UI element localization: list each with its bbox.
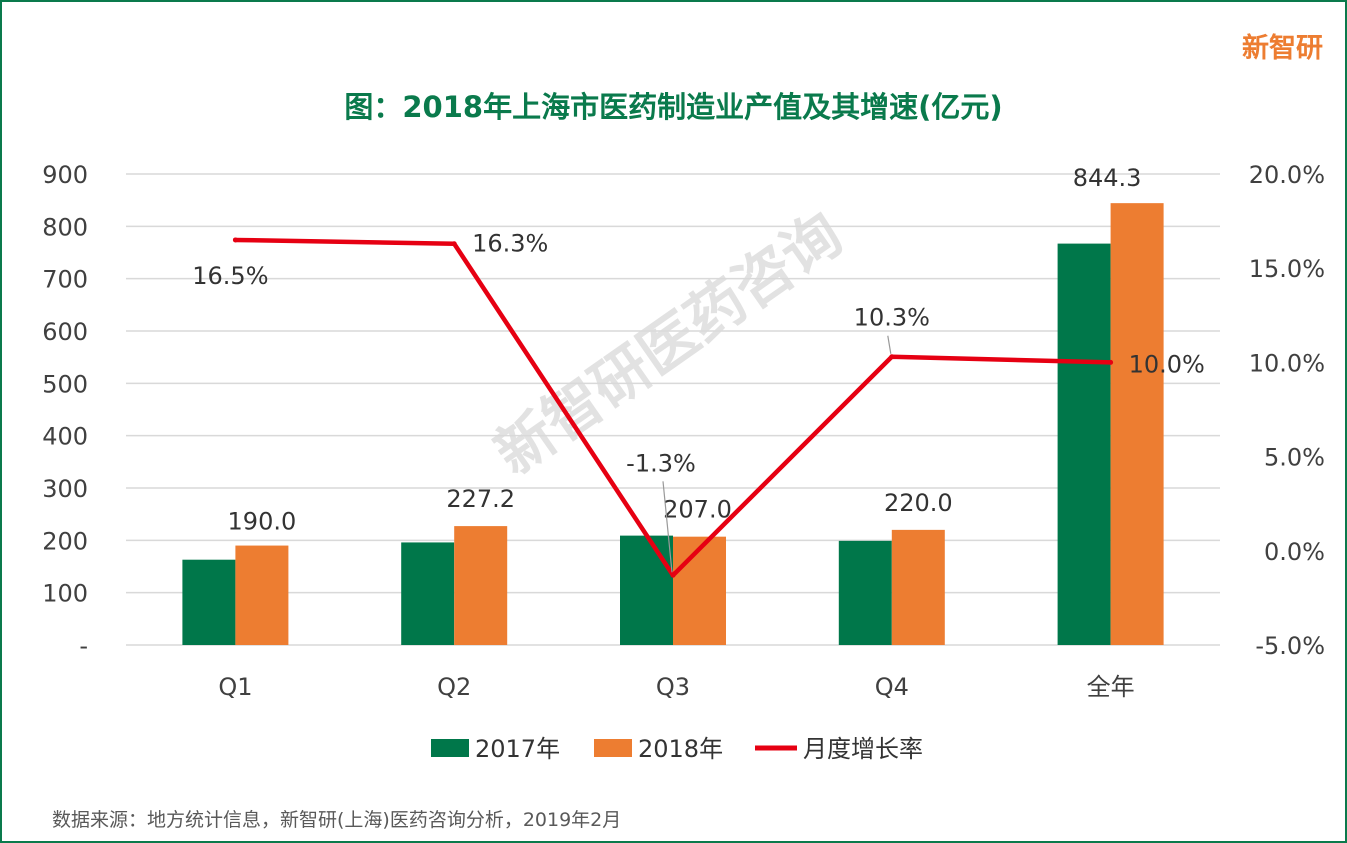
y-left-tick-label: 700 bbox=[42, 266, 88, 294]
y-left-tick-label: 900 bbox=[42, 161, 88, 189]
y-left-tick-label: 800 bbox=[42, 213, 88, 241]
source-note: 数据来源：地方统计信息，新智研(上海)医药咨询分析，2019年2月 bbox=[52, 809, 622, 831]
bar-2017 bbox=[401, 542, 455, 645]
x-tick-label: Q1 bbox=[218, 673, 252, 701]
rate-point bbox=[1108, 359, 1114, 365]
bar-2017 bbox=[182, 559, 236, 645]
legend-label: 2018年 bbox=[638, 735, 723, 763]
x-tick-label: Q2 bbox=[437, 673, 471, 701]
x-tick-label: 全年 bbox=[1087, 673, 1135, 701]
legend-label: 2017年 bbox=[475, 735, 560, 763]
rate-data-label: 16.3% bbox=[472, 230, 548, 258]
y-left-tick-label: 500 bbox=[42, 370, 88, 398]
bar-2018-data-label: 190.0 bbox=[228, 508, 297, 536]
bar-2018 bbox=[235, 545, 289, 645]
y-left-tick-label: - bbox=[79, 632, 88, 660]
brand-logo: 新智研 bbox=[1242, 33, 1323, 64]
legend-label: 月度增长率 bbox=[803, 735, 923, 763]
bar-2018 bbox=[673, 536, 726, 645]
bar-2018-data-label: 844.3 bbox=[1073, 164, 1142, 192]
bar-2018-data-label: 227.2 bbox=[446, 485, 515, 513]
y-left-tick-label: 400 bbox=[42, 423, 88, 451]
bar-2017 bbox=[838, 540, 892, 645]
rate-data-label: -1.3% bbox=[626, 449, 696, 477]
legend-swatch-2018 bbox=[594, 739, 632, 757]
legend-swatch-2017 bbox=[431, 739, 469, 757]
y-left-tick-label: 600 bbox=[42, 318, 88, 346]
rate-data-label: 10.3% bbox=[854, 304, 930, 332]
x-tick-label: Q4 bbox=[875, 673, 909, 701]
x-tick-label: Q3 bbox=[656, 673, 690, 701]
y-left-tick-label: 300 bbox=[42, 475, 88, 503]
rate-point bbox=[889, 354, 895, 360]
y-right-tick-label: 15.0% bbox=[1249, 255, 1325, 283]
bar-2018 bbox=[454, 526, 508, 645]
bar-2018 bbox=[1110, 203, 1164, 646]
bar-2017 bbox=[1057, 243, 1111, 645]
y-left-tick-label: 200 bbox=[42, 527, 88, 555]
bar-2017 bbox=[620, 535, 673, 645]
y-left-tick-label: 100 bbox=[42, 580, 88, 608]
bar-2018 bbox=[891, 529, 945, 645]
y-right-tick-label: 0.0% bbox=[1264, 538, 1325, 566]
rate-line bbox=[235, 237, 1111, 578]
rate-point bbox=[232, 237, 238, 243]
rate-point bbox=[670, 572, 676, 578]
rate-data-label: 10.0% bbox=[1129, 350, 1205, 378]
chart-title: 图：2018年上海市医药制造业产值及其增速(亿元) bbox=[344, 90, 1003, 124]
rate-data-label: 16.5% bbox=[192, 262, 268, 290]
y-right-tick-label: 10.0% bbox=[1249, 349, 1325, 377]
bar-2018-data-label: 207.0 bbox=[663, 496, 732, 524]
bar-2018-data-label: 220.0 bbox=[884, 489, 953, 517]
y-right-tick-label: 20.0% bbox=[1249, 161, 1325, 189]
y-right-tick-label: -5.0% bbox=[1255, 632, 1325, 660]
rate-leader-line bbox=[887, 335, 892, 354]
y-right-tick-label: 5.0% bbox=[1264, 444, 1325, 472]
rate-point bbox=[451, 241, 457, 247]
rate-leader-line bbox=[662, 481, 673, 573]
